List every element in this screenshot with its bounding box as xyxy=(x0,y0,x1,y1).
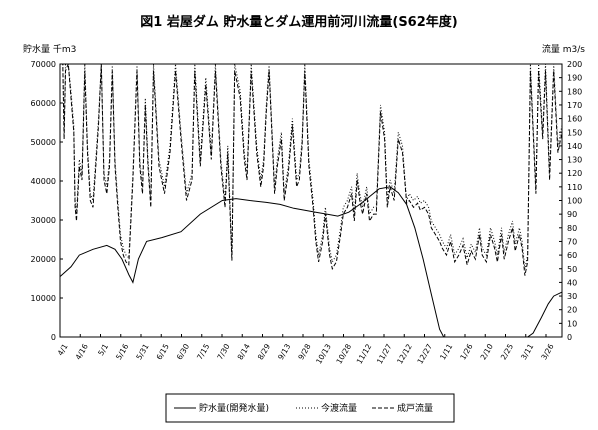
y-left-tick-label: 10000 xyxy=(31,294,56,303)
y-right-tick-label: 30 xyxy=(567,292,577,301)
y-axis-left: 0 10000 20000 30000 40000 50000 60000 70000 xyxy=(31,60,63,342)
y-right-tick-label: 60 xyxy=(567,251,577,260)
y-right-tick-label: 20 xyxy=(567,306,577,315)
x-tick-label: 8/29 xyxy=(256,342,272,361)
x-tick-label: 4/1 xyxy=(56,342,70,357)
legend-label-imawatari: 今渡流量 xyxy=(321,402,357,414)
plot-area xyxy=(59,63,563,338)
chart-title: 図1 岩屋ダム 貯水量とダム運用前河川流量(S62年度) xyxy=(140,14,457,30)
series-line-storage xyxy=(59,186,563,338)
x-tick-label: 6/15 xyxy=(155,342,171,361)
y-right-tick-label: 190 xyxy=(567,74,582,83)
y-left-tick-label: 40000 xyxy=(31,177,56,186)
y-right-tick-label: 110 xyxy=(567,183,582,192)
y-right-tick-label: 150 xyxy=(567,128,582,137)
x-tick-label: 9/28 xyxy=(296,342,312,361)
y-right-tick-label: 70 xyxy=(567,237,577,246)
x-tick-label: 1/26 xyxy=(458,342,474,361)
x-tick-label: 4/16 xyxy=(74,342,90,361)
x-tick-label: 2/25 xyxy=(499,342,515,361)
x-tick-label: 9/13 xyxy=(276,342,292,361)
y-axis-right: 0 10 20 30 40 50 60 70 80 90 100 110 120 130 140 150 160… xyxy=(559,60,582,342)
y-right-tick-label: 180 xyxy=(567,87,582,96)
y-right-tick-label: 160 xyxy=(567,115,582,124)
x-tick-label: 5/16 xyxy=(114,342,130,361)
legend-label-naruto: 成戸流量 xyxy=(397,402,433,414)
x-tick-label: 7/15 xyxy=(195,342,211,361)
y-right-tick-label: 50 xyxy=(567,265,577,274)
x-tick-label: 3/11 xyxy=(519,342,535,361)
y-right-tick-label: 200 xyxy=(567,60,582,69)
x-tick-label: 2/10 xyxy=(479,342,495,361)
y-right-tick-label: 100 xyxy=(567,197,582,206)
x-tick-label: 10/28 xyxy=(334,342,353,365)
x-tick-label: 11/27 xyxy=(375,342,394,365)
y-right-tick-label: 170 xyxy=(567,101,582,110)
y-left-tick-label: 30000 xyxy=(31,216,56,225)
y-left-tick-label: 60000 xyxy=(31,99,56,108)
x-tick-label: 8/14 xyxy=(236,342,252,361)
x-tick-label: 7/30 xyxy=(215,342,231,361)
y-right-tick-label: 0 xyxy=(567,333,572,342)
y-right-tick-label: 90 xyxy=(567,210,577,219)
y-right-tick-label: 140 xyxy=(567,142,582,151)
y-axis-left-title: 貯水量 千m3 xyxy=(23,43,76,55)
y-axis-right-title: 流量 m3/s xyxy=(542,43,585,55)
y-right-tick-label: 40 xyxy=(567,278,577,287)
y-left-tick-label: 0 xyxy=(51,333,56,342)
x-tick-label: 11/12 xyxy=(355,342,374,365)
x-tick-label: 5/31 xyxy=(134,342,150,361)
legend-box xyxy=(165,393,455,423)
y-right-tick-label: 120 xyxy=(567,169,582,178)
y-left-tick-label: 70000 xyxy=(31,60,56,69)
x-axis: 4/1 4/16 5/1 5/16 5/31 6/15 6/30 7/15 7/30 8/14 8/… xyxy=(56,334,556,366)
y-left-tick-label: 20000 xyxy=(31,255,56,264)
legend-label-storage: 貯水量(開発水量) xyxy=(199,402,269,414)
x-tick-label: 12/27 xyxy=(415,342,434,365)
x-tick-label: 12/12 xyxy=(395,342,414,365)
x-tick-label: 3/26 xyxy=(539,342,555,361)
y-right-tick-label: 10 xyxy=(567,319,577,328)
y-right-tick-label: 80 xyxy=(567,224,577,233)
series-layer xyxy=(59,63,563,338)
x-tick-label: 6/30 xyxy=(175,342,191,361)
legend: 貯水量(開発水量) 今渡流量 成戸流量 xyxy=(165,393,455,423)
y-left-tick-label: 50000 xyxy=(31,138,56,147)
series-line-naruto xyxy=(60,63,563,276)
x-tick-label: 1/11 xyxy=(438,342,454,361)
x-tick-label: 5/1 xyxy=(96,342,110,357)
series-line-imawatari xyxy=(60,63,563,269)
x-tick-label: 10/13 xyxy=(314,342,333,365)
y-right-tick-label: 130 xyxy=(567,156,582,165)
